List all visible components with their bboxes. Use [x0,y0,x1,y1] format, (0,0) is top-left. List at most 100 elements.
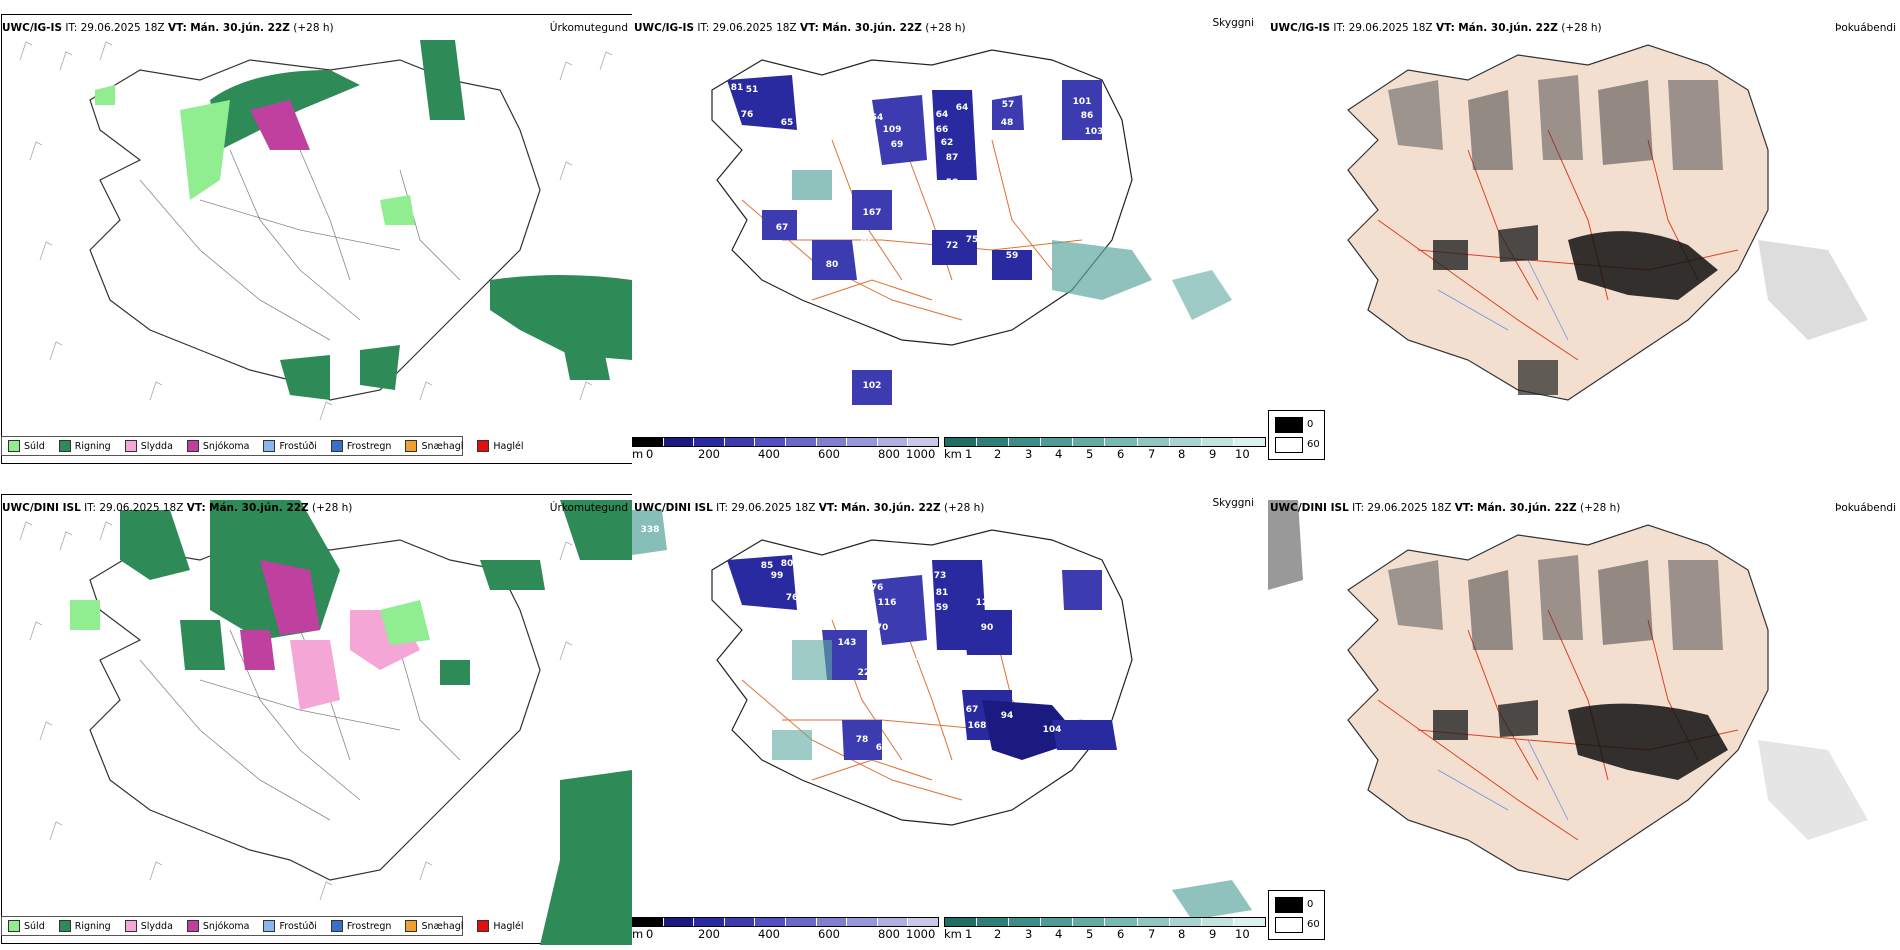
cb-tick: 400 [758,447,780,461]
cb-label: 116 [878,598,897,608]
vis-tick: 3 [1025,927,1033,941]
fog-area-offshore [1268,500,1303,590]
vt-label: VT: [1454,502,1474,514]
vis-tick: 2 [994,447,1002,461]
legend-label: Haglél [493,440,524,452]
panel-header: UWC/DINI ISL IT: 29.06.2025 18Z VT: Mán.… [1270,502,1620,514]
valid-time: Mán. 30.jún. 22Z [1458,22,1558,34]
legend-item: Frostregn [330,920,391,932]
roads [1377,609,1739,841]
cb-label: 103 [1085,127,1104,137]
visibility-bar [944,437,1266,447]
cb-label: 338 [641,525,660,535]
legend-item: Snæhagl [405,440,463,452]
cb-label: 67 [966,705,979,715]
cloud-base-labels: 51 65 81 76 109 69 54 64 66 62 64 87 58 … [731,83,1104,391]
legend-label: Snjókoma [202,440,250,452]
low-cloud-areas [727,75,1102,405]
valid-time: Mán. 30.jún. 22Z [1477,502,1577,514]
precip-type-legend: Súld Rigning Slydda Snjókoma Frostúði Fr… [1,436,524,456]
vis-tick: 9 [1209,927,1217,941]
fog-label: 60 [1307,919,1320,930]
map-frame [1,494,632,944]
cb-label: 58 [946,178,959,188]
cb-label: 104 [1043,725,1062,735]
cb-label: 69 [891,140,904,150]
init-time: 29.06.2025 18Z [731,502,816,514]
cb-label: 67 [776,223,789,233]
vis-tick: 8 [1178,447,1186,461]
vis-tick: 4 [1055,927,1063,941]
fog-panel-top: UWC/IG-IS IT: 29.06.2025 18Z VT: Mán. 30… [1268,0,1900,465]
iceland-coastline [1347,44,1769,401]
cb-tick: 1000 [906,927,936,941]
precip-type-panel-bottom: UWC/DINI ISL IT: 29.06.2025 18Z VT: Mán.… [0,480,632,945]
vt-label: VT: [167,22,187,34]
cb-label: 86 [1081,111,1094,121]
legend-label: Slydda [140,920,173,932]
model-name: UWC/IG-IS [634,22,695,34]
cb-label: 85 [761,561,774,571]
cb-label: 101 [1018,655,1037,665]
legend-swatch [58,920,71,932]
legend-label: Snæhagl [421,920,464,932]
precip-map [19,40,632,421]
vt-label: VT: [799,22,819,34]
fog-swatch-light [1275,437,1303,453]
cb-label: 64 [956,103,969,113]
panel-title: Þokuábendi [1835,502,1896,514]
lead-time: (+28 h) [312,502,353,514]
vis-tick: 6 [1117,927,1125,941]
vis-tick: 7 [1148,927,1156,941]
precip-areas [70,500,632,945]
fog-label: 60 [1307,439,1320,450]
cb-label: 81 [731,83,744,93]
cb-label: 102 [863,381,882,391]
precip-map [19,500,632,945]
fog-map [1268,500,1868,881]
cb-label: 64 [936,110,949,120]
fog-legend: 0 60 [1268,410,1325,460]
legend-swatch [477,920,490,932]
fog-swatch-light [1275,917,1303,933]
cb-label: 76 [1081,713,1094,723]
it-label: IT: [716,502,729,514]
lead-time: (+28 h) [1561,22,1602,34]
cb-label: 168 [968,721,987,731]
cb-label: 90 [981,623,994,633]
vt-label: VT: [818,502,838,514]
valid-time: Mán. 30.jún. 22Z [190,22,290,34]
cb-label: 86 [861,238,874,248]
vis-tick: 10 [1235,447,1250,461]
visibility-bar [944,917,1266,927]
legend-item: Haglél [477,440,524,452]
cb-label: 167 [863,208,882,218]
panel-header: UWC/IG-IS IT: 29.06.2025 18Z VT: Mán. 30… [2,22,334,34]
legend-item: Rigning [58,440,111,452]
cloud-base-bar [632,917,939,927]
cb-tick: 400 [758,927,780,941]
panel-title: Úrkomutegund [549,502,628,514]
legend-label: Snjókoma [202,920,250,932]
cb-tick: 200 [698,447,720,461]
cb-label: 48 [1001,118,1014,128]
lead-time: (+28 h) [1580,502,1621,514]
fog-map [1347,44,1868,401]
cb-tick: 1000 [906,447,936,461]
legend-label: Súld [24,440,45,452]
legend-item: Snjókoma [186,440,250,452]
vis-tick: 2 [994,927,1002,941]
cloud-base-labels: 338 85 80 99 76 116 73 81 59 76 70 143 2… [641,525,1094,753]
cb-label: 222 [858,668,877,678]
roads [139,149,461,341]
rivers [1437,739,1569,821]
model-name: UWC/IG-IS [1270,22,1331,34]
panel-header: UWC/DINI ISL IT: 29.06.2025 18Z VT: Mán.… [634,502,984,514]
cb-tick: 200 [698,927,720,941]
cb-label: 60 [876,743,889,753]
cb-label: 59 [936,603,949,613]
cb-label: 66 [936,125,949,135]
legend-label: Snæhagl [421,440,464,452]
cb-label: 76 [871,583,884,593]
low-cloud-areas [727,555,1117,760]
